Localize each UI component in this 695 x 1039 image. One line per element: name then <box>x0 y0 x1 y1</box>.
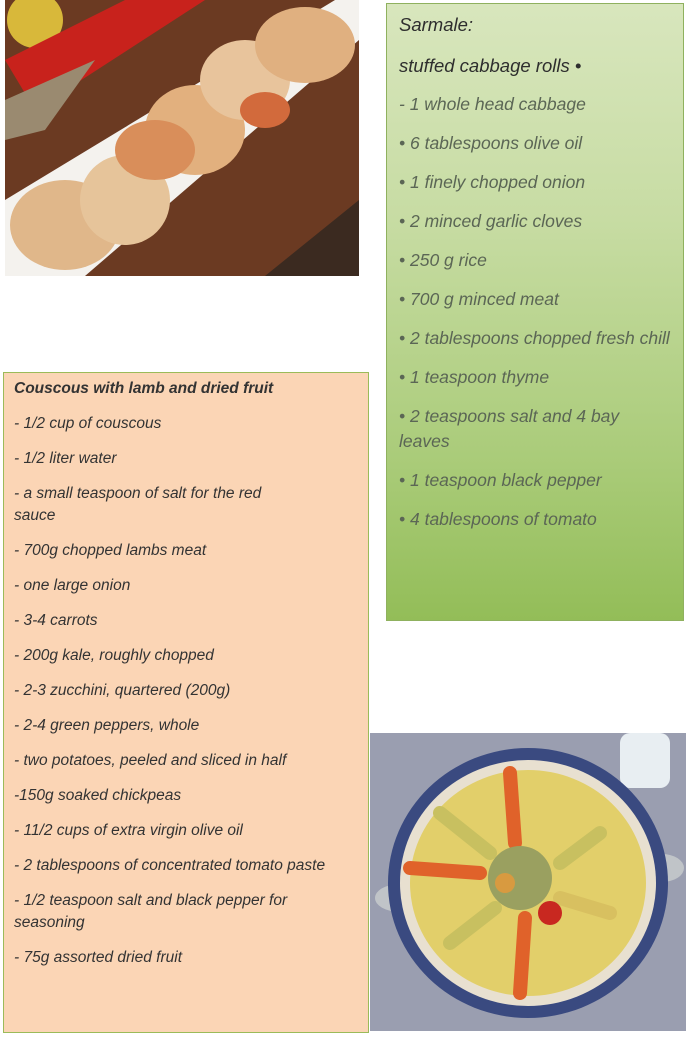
ingredient-item: - two potatoes, peeled and sliced in hal… <box>14 752 287 769</box>
ingredient-item: - 1 whole head cabbage <box>399 94 586 114</box>
ingredient-item: • 2 teaspoons salt and 4 bay leaves <box>399 406 620 451</box>
ingredient-item: -150g soaked chickpeas <box>14 787 182 804</box>
couscous-title: Couscous with lamb and dried fruit <box>14 380 274 397</box>
ingredient-item: - 1/2 teaspoon salt and black pepper for… <box>14 892 288 931</box>
ingredient-item: - 75g assorted dried fruit <box>14 949 183 966</box>
sarmale-title: Sarmale: <box>399 14 474 35</box>
ingredient-item: - 1/2 cup of couscous <box>14 415 162 432</box>
ingredient-item: • 1 finely chopped onion <box>399 172 586 192</box>
ingredient-item: - 2-4 green peppers, whole <box>14 717 200 734</box>
couscous-recipe-box: Couscous with lamb and dried fruit - 1/2… <box>3 372 369 1033</box>
ingredient-item: - 3-4 carrots <box>14 612 98 629</box>
ingredient-item: • 700 g minced meat <box>399 289 559 309</box>
couscous-photo <box>370 733 686 1031</box>
ingredient-item: • 2 tablespoons chopped fresh chill <box>399 328 670 348</box>
ingredient-item: - 11/2 cups of extra virgin olive oil <box>14 822 243 839</box>
ingredient-item: - 700g chopped lambs meat <box>14 542 207 559</box>
ingredient-item: - 2 tablespoons of concentrated tomato p… <box>14 857 326 874</box>
cabbage-rolls-photo <box>5 0 359 276</box>
ingredient-item: • 1 teaspoon black pepper <box>399 470 602 490</box>
ingredient-item: • 1 teaspoon thyme <box>399 367 550 387</box>
ingredient-item: • 4 tablespoons of tomato <box>399 509 597 529</box>
ingredient-item: - 1/2 liter water <box>14 450 117 467</box>
ingredient-item: • 250 g rice <box>399 250 487 270</box>
ingredient-item: • 2 minced garlic cloves <box>399 211 583 231</box>
ingredient-item: - 200g kale, roughly chopped <box>14 647 214 664</box>
ingredient-item: - 2-3 zucchini, quartered (200g) <box>14 682 231 699</box>
ingredient-item: - a small teaspoon of salt for the red s… <box>14 485 262 524</box>
sarmale-subtitle: stuffed cabbage rolls • <box>399 55 582 76</box>
ingredient-item: • 6 tablespoons olive oil <box>399 133 583 153</box>
ingredient-item: - one large onion <box>14 577 131 594</box>
sarmale-recipe-box: Sarmale: stuffed cabbage rolls • - 1 who… <box>386 3 684 621</box>
